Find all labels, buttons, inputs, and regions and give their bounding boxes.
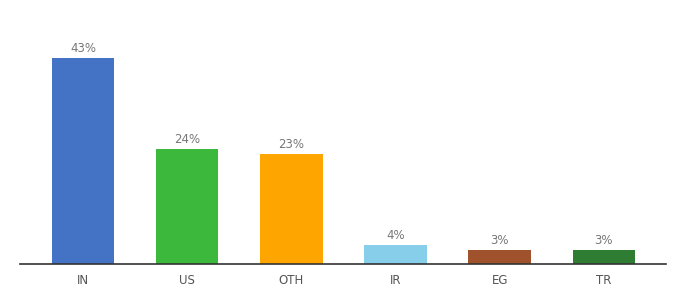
- Text: 43%: 43%: [70, 42, 96, 55]
- Bar: [364, 245, 427, 264]
- Text: 23%: 23%: [278, 138, 305, 151]
- Text: 4%: 4%: [386, 229, 405, 242]
- Text: 3%: 3%: [490, 234, 509, 247]
- Text: 24%: 24%: [174, 133, 200, 146]
- Bar: [260, 154, 322, 264]
- Text: 3%: 3%: [594, 234, 613, 247]
- Bar: [573, 250, 635, 264]
- Bar: [52, 58, 114, 264]
- Bar: [156, 149, 218, 264]
- Bar: [469, 250, 531, 264]
